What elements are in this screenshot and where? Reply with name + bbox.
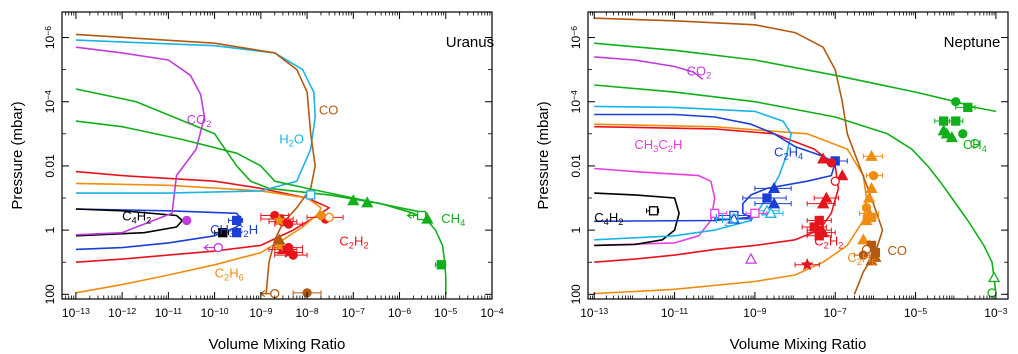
x-axis-label: Volume Mixing Ratio	[730, 336, 867, 353]
obs-marker-13	[289, 251, 297, 259]
obs-marker-22	[650, 207, 658, 215]
x-axis: 10−13 10−11 10−9 10−7 10−5 10−3	[580, 12, 1007, 320]
panel-1: 10−13 10−11 10−9 10−7 10−5 10−310−610−40.0111…	[535, 12, 1008, 353]
x-tick-label: 10−5	[904, 306, 927, 320]
y-axis: 10−6 10−4 0.01 1 100	[569, 26, 1008, 305]
series-label-8: CH4	[441, 211, 465, 228]
y-axis: 10−6 10−4 0.01 1 100	[43, 26, 492, 305]
x-tick-label: 10−6	[388, 306, 411, 320]
x-tick-label: 10−4	[480, 306, 503, 320]
x-tick-label: 10−11	[155, 306, 183, 320]
series-label-5: C4H2	[594, 210, 623, 227]
obs-marker-9	[989, 273, 999, 282]
y-axis-label: Pressure (mbar)	[535, 101, 552, 209]
x-tick-label: 10−11	[661, 306, 689, 320]
series-line-6	[594, 115, 835, 222]
panel-title: Uranus	[446, 34, 494, 51]
y-tick-label: 10−6	[569, 26, 583, 49]
x-tick-label: 10−3	[984, 306, 1007, 320]
obs-marker-26	[214, 244, 222, 252]
x-tick-label: 10−12	[108, 306, 136, 320]
y-tick-label: 10−4	[43, 90, 57, 113]
obs-marker-26	[837, 171, 847, 180]
obs-marker-10	[285, 220, 293, 228]
y-tick-label: 100	[569, 284, 583, 304]
series-label-3: H2O	[279, 131, 304, 148]
obs-marker-25	[827, 159, 835, 167]
x-tick-label: 10−8	[295, 306, 318, 320]
obs-marker-1	[952, 98, 960, 106]
obs-marker-21	[751, 209, 759, 217]
series-label-4: C2H4	[774, 144, 803, 161]
obs-marker-44	[858, 235, 868, 244]
x-tick-label: 10−9	[249, 306, 272, 320]
series-label-2: CO	[319, 103, 339, 118]
obs-marker-25	[183, 216, 191, 224]
series-label-2: CH4	[963, 137, 987, 154]
series-label-5: CH3C2H	[210, 222, 258, 239]
series-lines	[76, 34, 446, 294]
y-tick-label: 10−6	[43, 26, 57, 49]
obs-marker-51	[871, 249, 879, 257]
obs-marker-3	[952, 117, 960, 125]
y-tick-label: 10−4	[569, 90, 583, 113]
series-line-8	[76, 121, 428, 213]
y-axis-label: Pressure (mbar)	[9, 101, 26, 209]
series-line-8	[594, 18, 882, 294]
y-tick-label: 1	[43, 226, 57, 233]
observations	[646, 98, 999, 297]
y-tick-label: 100	[43, 284, 57, 304]
series-label-9: CO	[887, 243, 907, 258]
x-axis-label: Volume Mixing Ratio	[209, 336, 346, 353]
series-label-7: C2H2	[814, 233, 843, 250]
obs-arrow-26	[204, 245, 214, 251]
x-tick-label: 10−7	[342, 306, 365, 320]
series-label-6: C2H2	[339, 233, 368, 250]
x-tick-label: 10−13	[580, 306, 608, 320]
series-line-9	[594, 43, 996, 111]
x-tick-label: 10−5	[434, 306, 457, 320]
series-label-3: CH3C2H	[634, 137, 682, 154]
series-labels: UranusCO2COH2OC4H2CH3C2HC2H2C2H6CH4	[122, 34, 494, 282]
obs-marker-27	[307, 191, 315, 199]
x-tick-label: 10−9	[743, 306, 766, 320]
x-tick-label: 10−10	[201, 306, 229, 320]
obs-marker-12	[763, 194, 771, 202]
observations	[183, 191, 446, 298]
obs-marker-0	[964, 103, 972, 111]
obs-marker-14	[285, 244, 293, 252]
obs-marker-27	[831, 177, 839, 185]
y-tick-label: 0.01	[43, 154, 57, 178]
obs-marker-37	[870, 172, 878, 180]
y-tick-label: 0.01	[569, 154, 583, 178]
obs-marker-17	[325, 213, 333, 221]
panel-0: 10−13 10−12 10−11 10−10 10−9 10−8 10−7 10−6 10−5…	[9, 12, 504, 353]
x-tick-label: 10−13	[62, 306, 90, 320]
y-tick-label: 1	[569, 226, 583, 233]
panel-title: Neptune	[944, 34, 1001, 51]
obs-marker-23	[746, 254, 756, 263]
obs-marker-43	[868, 213, 876, 221]
obs-marker-15	[317, 211, 325, 219]
series-label-1: CO2	[187, 112, 212, 129]
series-label-1: CO2	[687, 63, 712, 80]
obs-marker-2	[940, 117, 948, 125]
x-tick-label: 10−7	[824, 306, 847, 320]
obs-marker-2	[437, 261, 445, 269]
series-label-7: C2H6	[215, 266, 244, 283]
